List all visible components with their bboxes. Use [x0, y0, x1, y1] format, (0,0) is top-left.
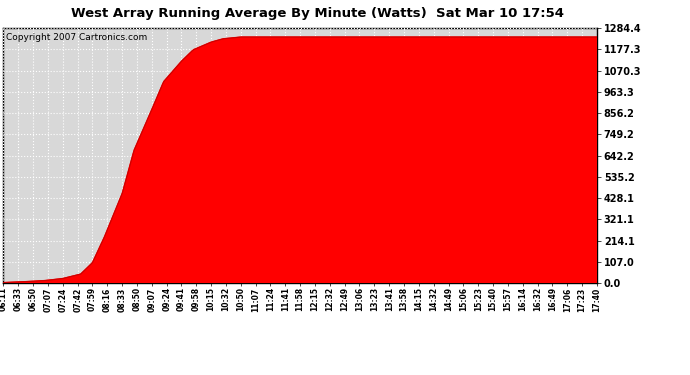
- Text: Copyright 2007 Cartronics.com: Copyright 2007 Cartronics.com: [6, 33, 148, 42]
- Text: West Array Running Average By Minute (Watts)  Sat Mar 10 17:54: West Array Running Average By Minute (Wa…: [71, 8, 564, 21]
- Polygon shape: [3, 37, 597, 283]
